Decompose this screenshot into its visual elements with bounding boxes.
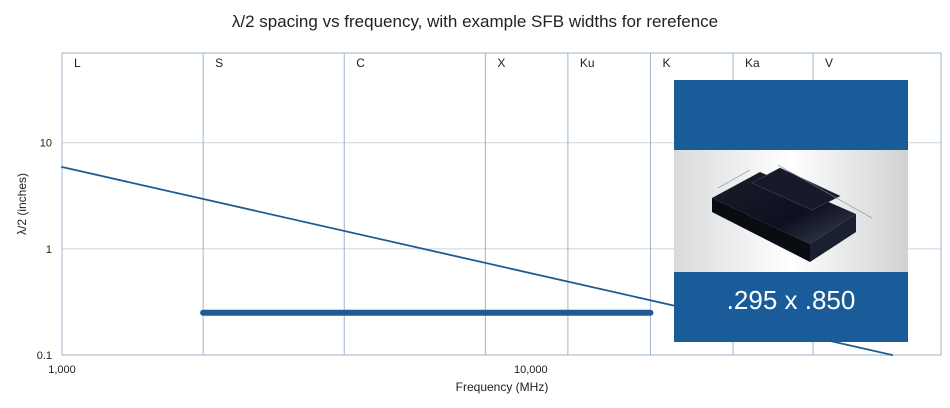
band-label: K (662, 56, 670, 70)
band-label: X (497, 56, 505, 70)
band-label: V (825, 56, 833, 70)
plot-frame (61, 52, 942, 356)
x-tick-label: 10,000 (514, 364, 548, 376)
chart-title: λ/2 spacing vs frequency, with example S… (232, 12, 718, 31)
y-tick-label: 0.1 (37, 350, 52, 362)
sfb-image-overlay: .295 x .850 (674, 80, 908, 342)
sfb-waveguide-picture (712, 164, 873, 262)
band-label: C (356, 56, 365, 70)
overlay-top-band (674, 80, 908, 150)
x-axis-label: Frequency (MHz) (456, 380, 549, 394)
band-label: Ku (580, 56, 595, 70)
x-tick-label: 1,000 (48, 364, 76, 376)
band-label: L (74, 56, 81, 70)
band-label: Ka (745, 56, 760, 70)
y-tick-label: 10 (40, 138, 52, 150)
band-label: S (215, 56, 223, 70)
y-axis-label: λ/2 (inches) (15, 173, 29, 235)
sfb-dimensions-label: .295 x .850 (727, 285, 856, 315)
band-labels: L S C X Ku K Ka V (74, 56, 833, 70)
y-tick-label: 1 (46, 244, 52, 256)
overlay-bottom-band (674, 272, 908, 342)
ticks: 0.1 1 10 1,000 10,000 (37, 138, 548, 376)
